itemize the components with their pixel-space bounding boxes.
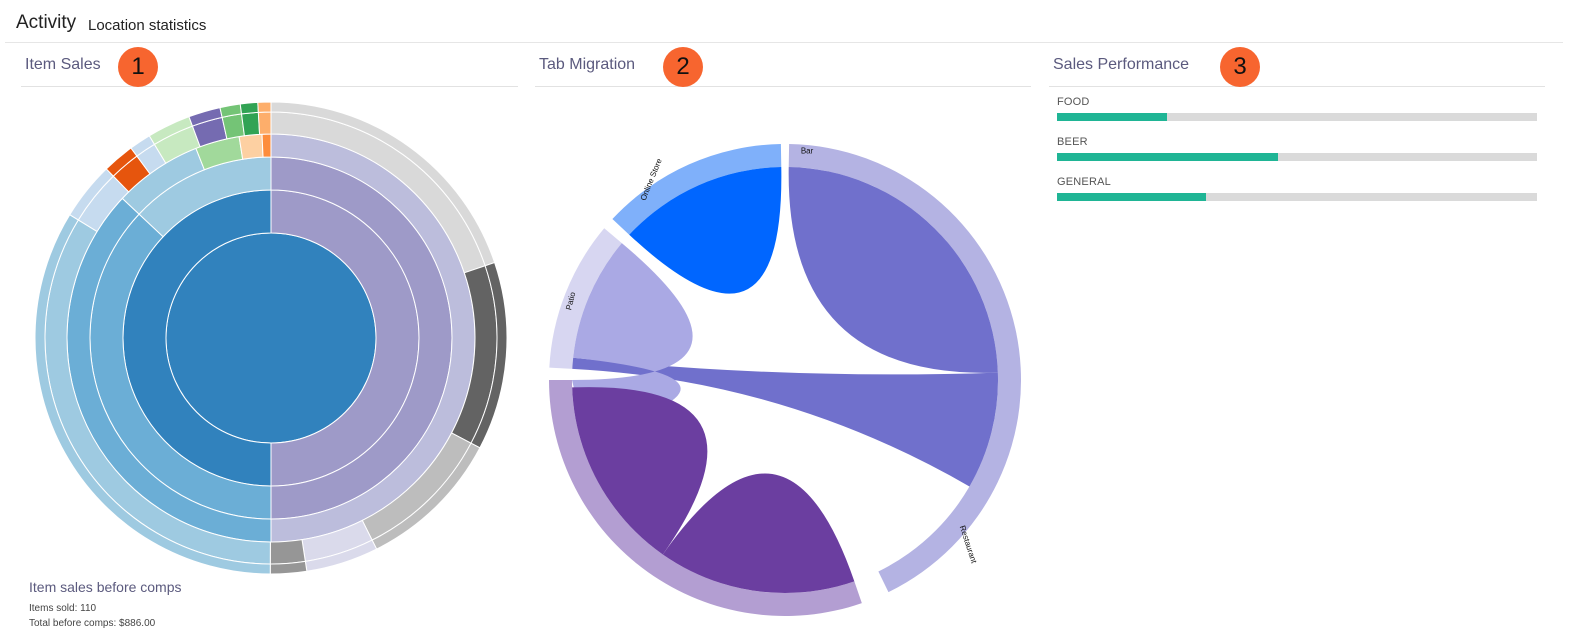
items-sold-text: Items sold: 110 <box>29 603 97 614</box>
page-header: Activity Location statistics <box>5 0 1563 43</box>
item-sales-sunburst-chart[interactable] <box>21 88 521 574</box>
chord-group-arc[interactable] <box>549 380 862 616</box>
sunburst-segment[interactable] <box>239 101 259 115</box>
sunburst-segment[interactable] <box>238 133 264 160</box>
sales-performance-list: FOOD BEER GENERAL <box>1057 96 1537 216</box>
progress-fill <box>1057 153 1278 161</box>
chord-label-restaurant: Restaurant <box>958 524 979 565</box>
panel-title: Item Sales <box>25 56 101 73</box>
perf-label: GENERAL <box>1057 176 1111 188</box>
chord-group-arc[interactable] <box>788 144 1021 593</box>
progress-track <box>1057 113 1537 121</box>
tab-migration-chord-chart[interactable]: Bar Restaurant Patio Online Store <box>535 88 1031 628</box>
progress-track <box>1057 153 1537 161</box>
sunburst-segment[interactable] <box>257 101 272 113</box>
perf-item-beer: BEER <box>1057 136 1537 176</box>
panel-header: Item Sales 1 <box>21 44 518 87</box>
sunburst-segment[interactable] <box>269 539 306 565</box>
panel-title: Tab Migration <box>539 56 636 73</box>
chord-group-arc[interactable] <box>612 144 782 235</box>
perf-label: BEER <box>1057 136 1088 148</box>
chord-ribbon[interactable] <box>788 167 998 377</box>
perf-item-general: GENERAL <box>1057 176 1537 216</box>
progress-fill <box>1057 193 1206 201</box>
chord-ribbon[interactable] <box>572 357 998 487</box>
sunburst-segment[interactable] <box>257 111 272 135</box>
step-badge: 2 <box>663 47 703 87</box>
chord-group-arc[interactable] <box>549 228 622 369</box>
step-badge: 3 <box>1220 47 1260 87</box>
sunburst-segment[interactable] <box>240 111 261 137</box>
item-sales-panel: Item Sales 1 Item sales before comps Ite… <box>21 44 518 640</box>
chord-ribbon[interactable] <box>662 473 855 593</box>
sales-summary-heading: Item sales before comps <box>29 579 182 595</box>
sunburst-segment[interactable] <box>165 232 377 444</box>
tab-migration-panel: Tab Migration 2 Bar Restaurant Patio Onl… <box>535 44 1031 640</box>
sales-summary: Item sales before comps Items sold: 110 … <box>29 579 182 633</box>
progress-fill <box>1057 113 1168 121</box>
panel-header: Sales Performance 3 <box>1049 44 1545 87</box>
chord-label-patio: Patio <box>564 291 577 311</box>
chord-label-bar: Bar <box>801 147 814 156</box>
total-before-comps-text: Total before comps: $886.00 <box>29 618 156 629</box>
page-subtitle: Location statistics <box>88 17 207 34</box>
chord-ribbon[interactable] <box>629 167 782 308</box>
step-badge: 1 <box>118 47 158 87</box>
chord-ribbon[interactable] <box>572 243 693 436</box>
sunburst-segment[interactable] <box>261 133 272 158</box>
page-title: Activity <box>16 12 77 33</box>
chord-ribbon[interactable] <box>572 387 708 555</box>
progress-track <box>1057 193 1537 201</box>
panel-title: Sales Performance <box>1053 56 1190 73</box>
panel-header: Tab Migration 2 <box>535 44 1031 87</box>
perf-item-food: FOOD <box>1057 96 1537 136</box>
sales-performance-panel: Sales Performance 3 FOOD BEER GENERAL <box>1049 44 1545 640</box>
perf-label: FOOD <box>1057 96 1090 108</box>
